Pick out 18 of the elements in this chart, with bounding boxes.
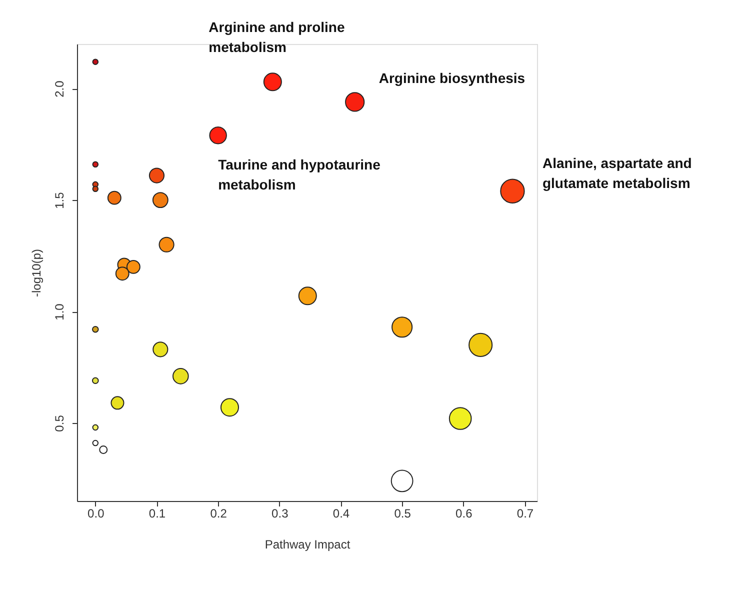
y-tick-label: 0.5 — [52, 414, 66, 432]
x-tick-label: 0.4 — [332, 506, 350, 520]
x-tick-label: 0.1 — [148, 506, 166, 520]
x-tick-label: 0.2 — [210, 506, 228, 520]
y-tick-label: 1.0 — [52, 303, 66, 320]
x-axis-title: Pathway Impact — [264, 538, 351, 552]
y-tick-label: 1.5 — [52, 192, 66, 209]
annotation: Taurine and hypotaurine metabolism — [218, 156, 381, 192]
annotation: Arginine biosynthesis — [378, 70, 526, 86]
x-tick-label: 0.0 — [88, 506, 105, 520]
x-tick-label: 0.3 — [272, 506, 289, 520]
x-tick-label: 0.5 — [394, 506, 412, 520]
x-tick-label: 0.7 — [516, 506, 534, 520]
y-tick-label: 2.0 — [52, 80, 66, 98]
annotation: Arginine and proline metabolism — [208, 18, 345, 55]
y-axis-title: -log10(p) — [30, 248, 44, 298]
x-tick-label: 0.6 — [456, 506, 473, 520]
annotation: Alanine, aspartate and glutamate metabolism — [542, 155, 692, 192]
